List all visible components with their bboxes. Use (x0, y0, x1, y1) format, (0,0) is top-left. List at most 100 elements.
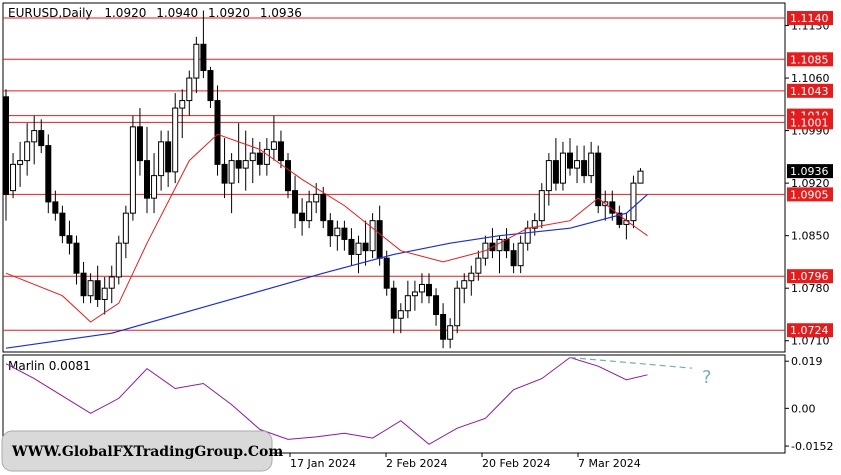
marlin-line (5, 356, 648, 445)
candle-11 (80, 261, 87, 304)
candle-90 (637, 168, 644, 184)
indicator-tick-label-2: -0.0152 (791, 440, 833, 453)
level-label-6: 1.0796 (790, 270, 829, 283)
candle-79 (559, 141, 566, 191)
marlin-indicator (5, 356, 693, 445)
moving-averages (5, 133, 648, 349)
price-tick-label-4: 1.0850 (791, 230, 830, 243)
candle-62 (440, 303, 447, 349)
ohlc-close: 1.0936 (260, 6, 302, 20)
candle-61 (433, 288, 440, 326)
candle-50 (355, 235, 362, 274)
candle-55 (390, 280, 397, 334)
price-tick-label-6: 1.0710 (791, 335, 830, 348)
candle-6 (45, 134, 52, 214)
level-label-2: 1.1043 (790, 85, 829, 98)
candle-46 (327, 213, 334, 247)
candle-77 (545, 153, 552, 206)
candle-2 (17, 141, 24, 187)
price-tick-label-3: 1.0920 (791, 177, 830, 190)
candle-10 (73, 235, 80, 285)
candle-66 (468, 265, 475, 296)
candle-63 (447, 318, 454, 349)
level-tag-7 (787, 323, 833, 338)
candle-4 (31, 115, 38, 165)
divergence-line (569, 356, 693, 369)
candle-38 (270, 115, 277, 161)
candle-87 (616, 205, 623, 229)
candle-13 (94, 265, 101, 307)
candle-27 (193, 36, 200, 94)
candle-83 (588, 141, 595, 184)
ohlc-high: 1.0940 (156, 6, 198, 20)
level-label-0: 1.1140 (790, 12, 829, 25)
level-tag-5 (787, 187, 833, 202)
level-tag-6 (787, 269, 833, 284)
candle-76 (538, 183, 545, 229)
candle-73 (517, 235, 524, 274)
candle-54 (383, 250, 390, 296)
indicator-title: Marlin 0.0081 (8, 359, 91, 373)
candle-72 (510, 243, 517, 274)
price-tick-label-1: 1.1060 (791, 72, 830, 85)
candle-7 (52, 190, 59, 221)
candle-59 (418, 273, 425, 304)
candle-47 (334, 220, 341, 251)
candle-28 (200, 10, 207, 79)
candle-42 (299, 198, 306, 236)
level-label-7: 1.0724 (790, 324, 829, 337)
candle-15 (108, 265, 115, 304)
indicator-axis: 0.019 0.00 -0.0152 (785, 355, 833, 453)
candle-32 (228, 153, 235, 214)
candle-52 (369, 213, 376, 259)
candle-1 (10, 153, 17, 199)
candle-31 (221, 138, 228, 199)
candle-30 (214, 85, 221, 176)
candlesticks (3, 10, 644, 349)
candle-3 (24, 123, 31, 176)
candle-48 (341, 220, 348, 251)
level-labels: 1.11401.10851.10431.10101.10011.09051.07… (787, 11, 833, 338)
candle-56 (397, 303, 404, 334)
red-moving-average (5, 133, 648, 323)
candle-81 (574, 145, 581, 184)
candle-40 (285, 153, 291, 199)
candle-57 (404, 280, 411, 319)
candle-23 (165, 130, 172, 187)
watermark-text: WWW.GlobalFXTradingGroup.Com (11, 444, 283, 460)
symbol-label: EURUSD,Daily (8, 6, 93, 20)
candle-35 (249, 138, 256, 184)
ohlc-low: 1.0920 (208, 6, 250, 20)
candle-60 (426, 273, 432, 304)
candle-37 (263, 138, 270, 176)
candle-0 (3, 89, 9, 221)
candle-14 (101, 276, 108, 315)
candle-45 (320, 186, 327, 229)
candle-51 (362, 220, 369, 266)
candle-9 (66, 220, 73, 255)
candle-49 (348, 228, 355, 266)
chart-header: EURUSD,Daily 1.0920 1.0940 1.0920 1.0936 (8, 6, 302, 20)
candle-19 (136, 108, 143, 176)
candle-29 (207, 66, 214, 109)
candle-22 (158, 130, 165, 191)
current-price-tag: 1.0936 (787, 164, 833, 179)
candle-58 (411, 280, 418, 311)
candle-39 (277, 130, 284, 169)
candle-64 (454, 280, 461, 334)
level-label-5: 1.0905 (790, 188, 829, 201)
candle-18 (129, 115, 136, 221)
candle-17 (122, 205, 129, 259)
date-label-0: 17 Jan 2024 (290, 457, 356, 470)
candle-65 (461, 273, 468, 304)
level-tag-1 (787, 52, 833, 67)
price-tick-label-5: 1.0780 (791, 282, 830, 295)
candle-78 (552, 138, 559, 191)
candle-5 (38, 119, 45, 154)
candle-82 (581, 145, 588, 184)
indicator-tick-label-0: 0.019 (791, 355, 823, 368)
current-price-label: 1.0936 (790, 165, 829, 178)
candle-34 (242, 130, 249, 191)
date-axis: 17 Jan 2024 2 Feb 2024 20 Feb 2024 7 Mar 20… (289, 453, 641, 470)
